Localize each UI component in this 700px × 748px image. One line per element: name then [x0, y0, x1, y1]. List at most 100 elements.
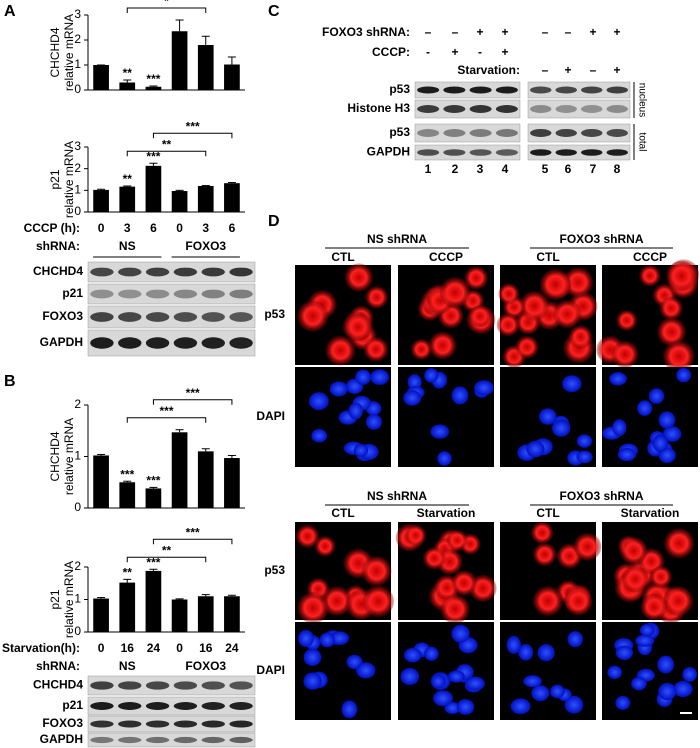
- nucleus: [635, 634, 655, 647]
- nucleus: [564, 695, 584, 714]
- group-label: shRNA:: [36, 659, 80, 673]
- nucleus: [648, 388, 665, 404]
- bar: [145, 488, 162, 508]
- label: p53: [389, 82, 410, 96]
- bracket: [126, 150, 207, 157]
- panel-label: C: [268, 3, 280, 20]
- significance: ***: [186, 119, 200, 133]
- nucleus: [448, 670, 465, 683]
- band: [443, 129, 466, 137]
- label: 2: [452, 162, 459, 176]
- blot: [414, 123, 521, 143]
- bracket: [126, 556, 207, 563]
- label: 4: [502, 162, 509, 176]
- cell: [468, 305, 491, 328]
- cells: [613, 528, 695, 624]
- y-tick-label: 1: [74, 183, 81, 197]
- label: CTL: [536, 506, 559, 520]
- band: [555, 149, 577, 156]
- y-tick-label: 2: [74, 397, 81, 411]
- x-tick-label: 0: [176, 221, 183, 235]
- label: CCCP: [633, 250, 667, 264]
- blot-label: GAPDH: [40, 335, 83, 349]
- band: [173, 720, 198, 728]
- bar: [197, 596, 214, 632]
- band: [173, 702, 198, 710]
- nucleus: [531, 685, 550, 702]
- label: CTL: [536, 250, 559, 264]
- nucleus: [424, 368, 439, 383]
- nucleus: [537, 644, 555, 662]
- bar: [119, 482, 136, 508]
- nucleus: [576, 434, 593, 448]
- band: [417, 86, 440, 94]
- group: FOXO3: [185, 239, 226, 253]
- label: 1: [425, 162, 432, 176]
- nucleus: [607, 665, 623, 679]
- significance: **: [123, 172, 133, 186]
- cell: [539, 269, 571, 301]
- y-axis-label: relative mRNA: [62, 418, 76, 495]
- label: –: [565, 25, 572, 39]
- cell: [325, 335, 356, 366]
- y-tick-label: 2: [74, 32, 81, 46]
- label: FOXO3 shRNA: [559, 232, 643, 246]
- nucleus: [303, 672, 322, 690]
- label: Starvation: [621, 506, 680, 520]
- band: [90, 337, 114, 349]
- label: –: [452, 25, 459, 39]
- bracket: [126, 7, 207, 13]
- y-axis-label: relative mRNA: [62, 561, 76, 638]
- cell: [564, 587, 593, 616]
- cell: [314, 536, 336, 557]
- band: [173, 289, 198, 299]
- nucleus: [523, 675, 542, 688]
- bracket: [152, 132, 233, 139]
- nucleus: [403, 390, 422, 406]
- band: [555, 129, 577, 137]
- blot: [87, 305, 256, 329]
- nucleus: [676, 367, 692, 383]
- label: CTL: [331, 506, 354, 520]
- nucleus: [365, 414, 383, 430]
- group: FOXO3: [185, 659, 226, 673]
- nucleus: [329, 381, 348, 397]
- band: [173, 736, 198, 744]
- x-tick-label: 16: [199, 641, 213, 655]
- nucleus: [319, 632, 335, 648]
- bar: [145, 165, 162, 212]
- label: +: [564, 63, 571, 77]
- label: FOXO3 shRNA: [559, 489, 643, 503]
- x-tick-label: 6: [229, 221, 236, 235]
- band: [173, 267, 198, 277]
- band: [417, 129, 440, 137]
- cell: [533, 542, 557, 567]
- cells: [517, 375, 593, 466]
- bar: [171, 31, 188, 90]
- label: 6: [565, 162, 572, 176]
- y-tick-label: 3: [74, 7, 81, 21]
- nucleus: [658, 682, 677, 701]
- band: [118, 720, 142, 728]
- cells: [596, 259, 700, 373]
- band: [581, 129, 603, 137]
- band: [145, 337, 170, 349]
- band: [581, 86, 603, 94]
- significance: **: [162, 543, 172, 557]
- nucleus: [682, 666, 698, 682]
- nucleus: [348, 402, 363, 420]
- blot: [87, 732, 256, 748]
- nucleus: [631, 676, 647, 691]
- nucleus: [370, 369, 389, 385]
- panel-label: A: [4, 3, 16, 20]
- cell: [423, 547, 446, 570]
- band: [201, 267, 225, 277]
- cells: [496, 267, 598, 369]
- nucleus: [639, 623, 655, 637]
- cells: [403, 368, 494, 466]
- cell: [611, 340, 639, 368]
- band: [201, 337, 225, 349]
- bar: [224, 596, 240, 632]
- nucleus: [330, 631, 350, 645]
- nucleus: [451, 624, 470, 643]
